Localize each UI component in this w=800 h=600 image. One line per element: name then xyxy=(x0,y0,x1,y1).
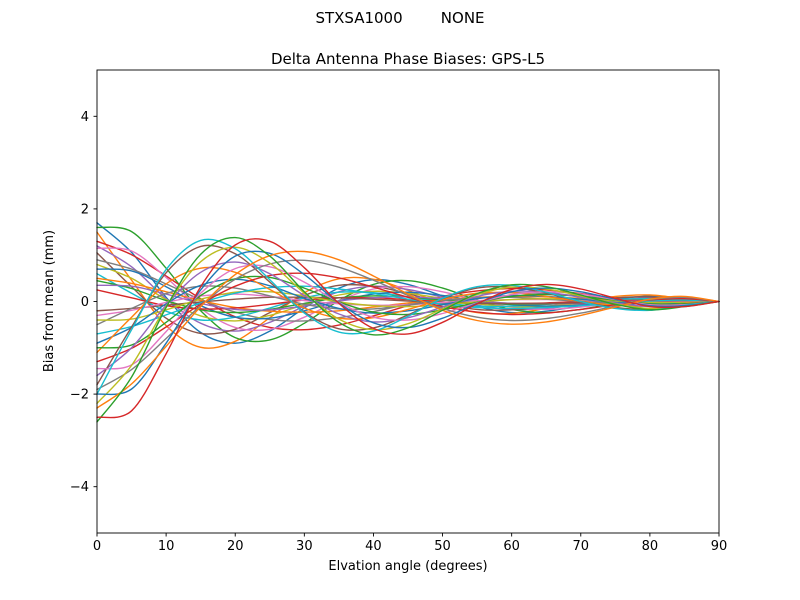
svg-text:−2: −2 xyxy=(70,388,89,403)
svg-text:−4: −4 xyxy=(70,480,89,495)
svg-text:20: 20 xyxy=(227,539,244,554)
figure-suptitle: STXSA1000 NONE xyxy=(315,9,485,27)
chart-title: Delta Antenna Phase Biases: GPS-L5 xyxy=(270,50,546,68)
y-axis-label: Bias from mean (mm) xyxy=(42,229,57,373)
svg-text:70: 70 xyxy=(573,539,590,554)
svg-text:0: 0 xyxy=(81,295,89,310)
svg-text:4: 4 xyxy=(81,110,89,125)
svg-text:40: 40 xyxy=(365,539,382,554)
svg-text:30: 30 xyxy=(296,539,313,554)
svg-text:60: 60 xyxy=(503,539,520,554)
svg-text:90: 90 xyxy=(711,539,728,554)
svg-text:0: 0 xyxy=(93,539,101,554)
svg-text:50: 50 xyxy=(434,539,451,554)
svg-text:10: 10 xyxy=(158,539,175,554)
x-axis-label: Elvation angle (degrees) xyxy=(328,559,488,574)
svg-text:80: 80 xyxy=(642,539,659,554)
svg-text:2: 2 xyxy=(81,202,89,217)
